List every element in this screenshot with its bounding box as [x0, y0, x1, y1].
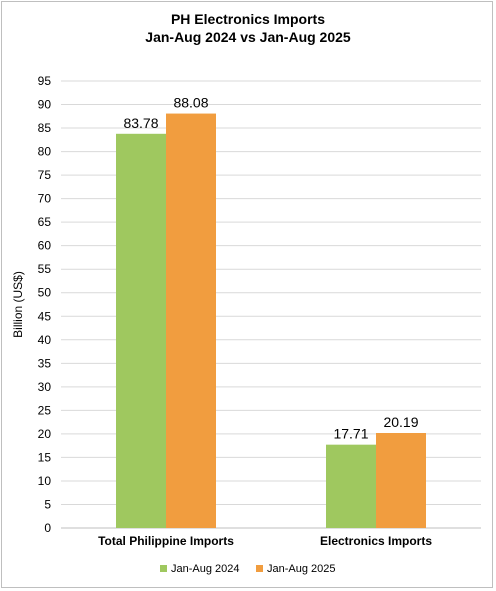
x-tick-label: Electronics Imports [320, 534, 432, 548]
y-tick-label: 25 [38, 403, 52, 417]
bar [326, 444, 376, 528]
y-tick-label: 55 [38, 262, 52, 276]
y-tick-label: 45 [38, 309, 52, 323]
y-tick-label: 90 [38, 98, 52, 112]
y-axis-label: Billion (US$) [11, 271, 25, 338]
legend-swatch [160, 565, 167, 572]
data-label: 83.78 [123, 115, 158, 131]
y-tick-label: 75 [38, 168, 52, 182]
data-label: 17.71 [333, 426, 368, 442]
legend-swatch [256, 565, 263, 572]
y-tick-label: 20 [38, 427, 52, 441]
chart-subtitle: Jan-Aug 2024 vs Jan-Aug 2025 [145, 29, 351, 45]
y-tick-label: 5 [44, 497, 51, 511]
bar [116, 133, 166, 529]
y-tick-label: 85 [38, 121, 52, 135]
legend-label: Jan-Aug 2025 [267, 563, 336, 575]
legend-label: Jan-Aug 2024 [171, 563, 240, 575]
y-tick-label: 70 [38, 192, 52, 206]
data-label: 20.19 [383, 414, 418, 430]
y-tick-label: 15 [38, 450, 52, 464]
chart-title: PH Electronics Imports [170, 11, 326, 27]
y-tick-label: 40 [38, 333, 52, 347]
y-tick-label: 95 [38, 74, 52, 88]
x-tick-label: Total Philippine Imports [98, 534, 234, 548]
y-tick-label: 30 [38, 380, 52, 394]
y-tick-label: 0 [44, 521, 51, 535]
y-tick-label: 80 [38, 145, 52, 159]
y-tick-label: 65 [38, 215, 52, 229]
bar [376, 433, 426, 528]
y-tick-label: 50 [38, 286, 52, 300]
data-label: 88.08 [173, 95, 208, 111]
y-tick-label: 35 [38, 356, 52, 370]
y-tick-label: 10 [38, 474, 52, 488]
y-tick-label: 60 [38, 239, 52, 253]
bar [166, 113, 216, 528]
